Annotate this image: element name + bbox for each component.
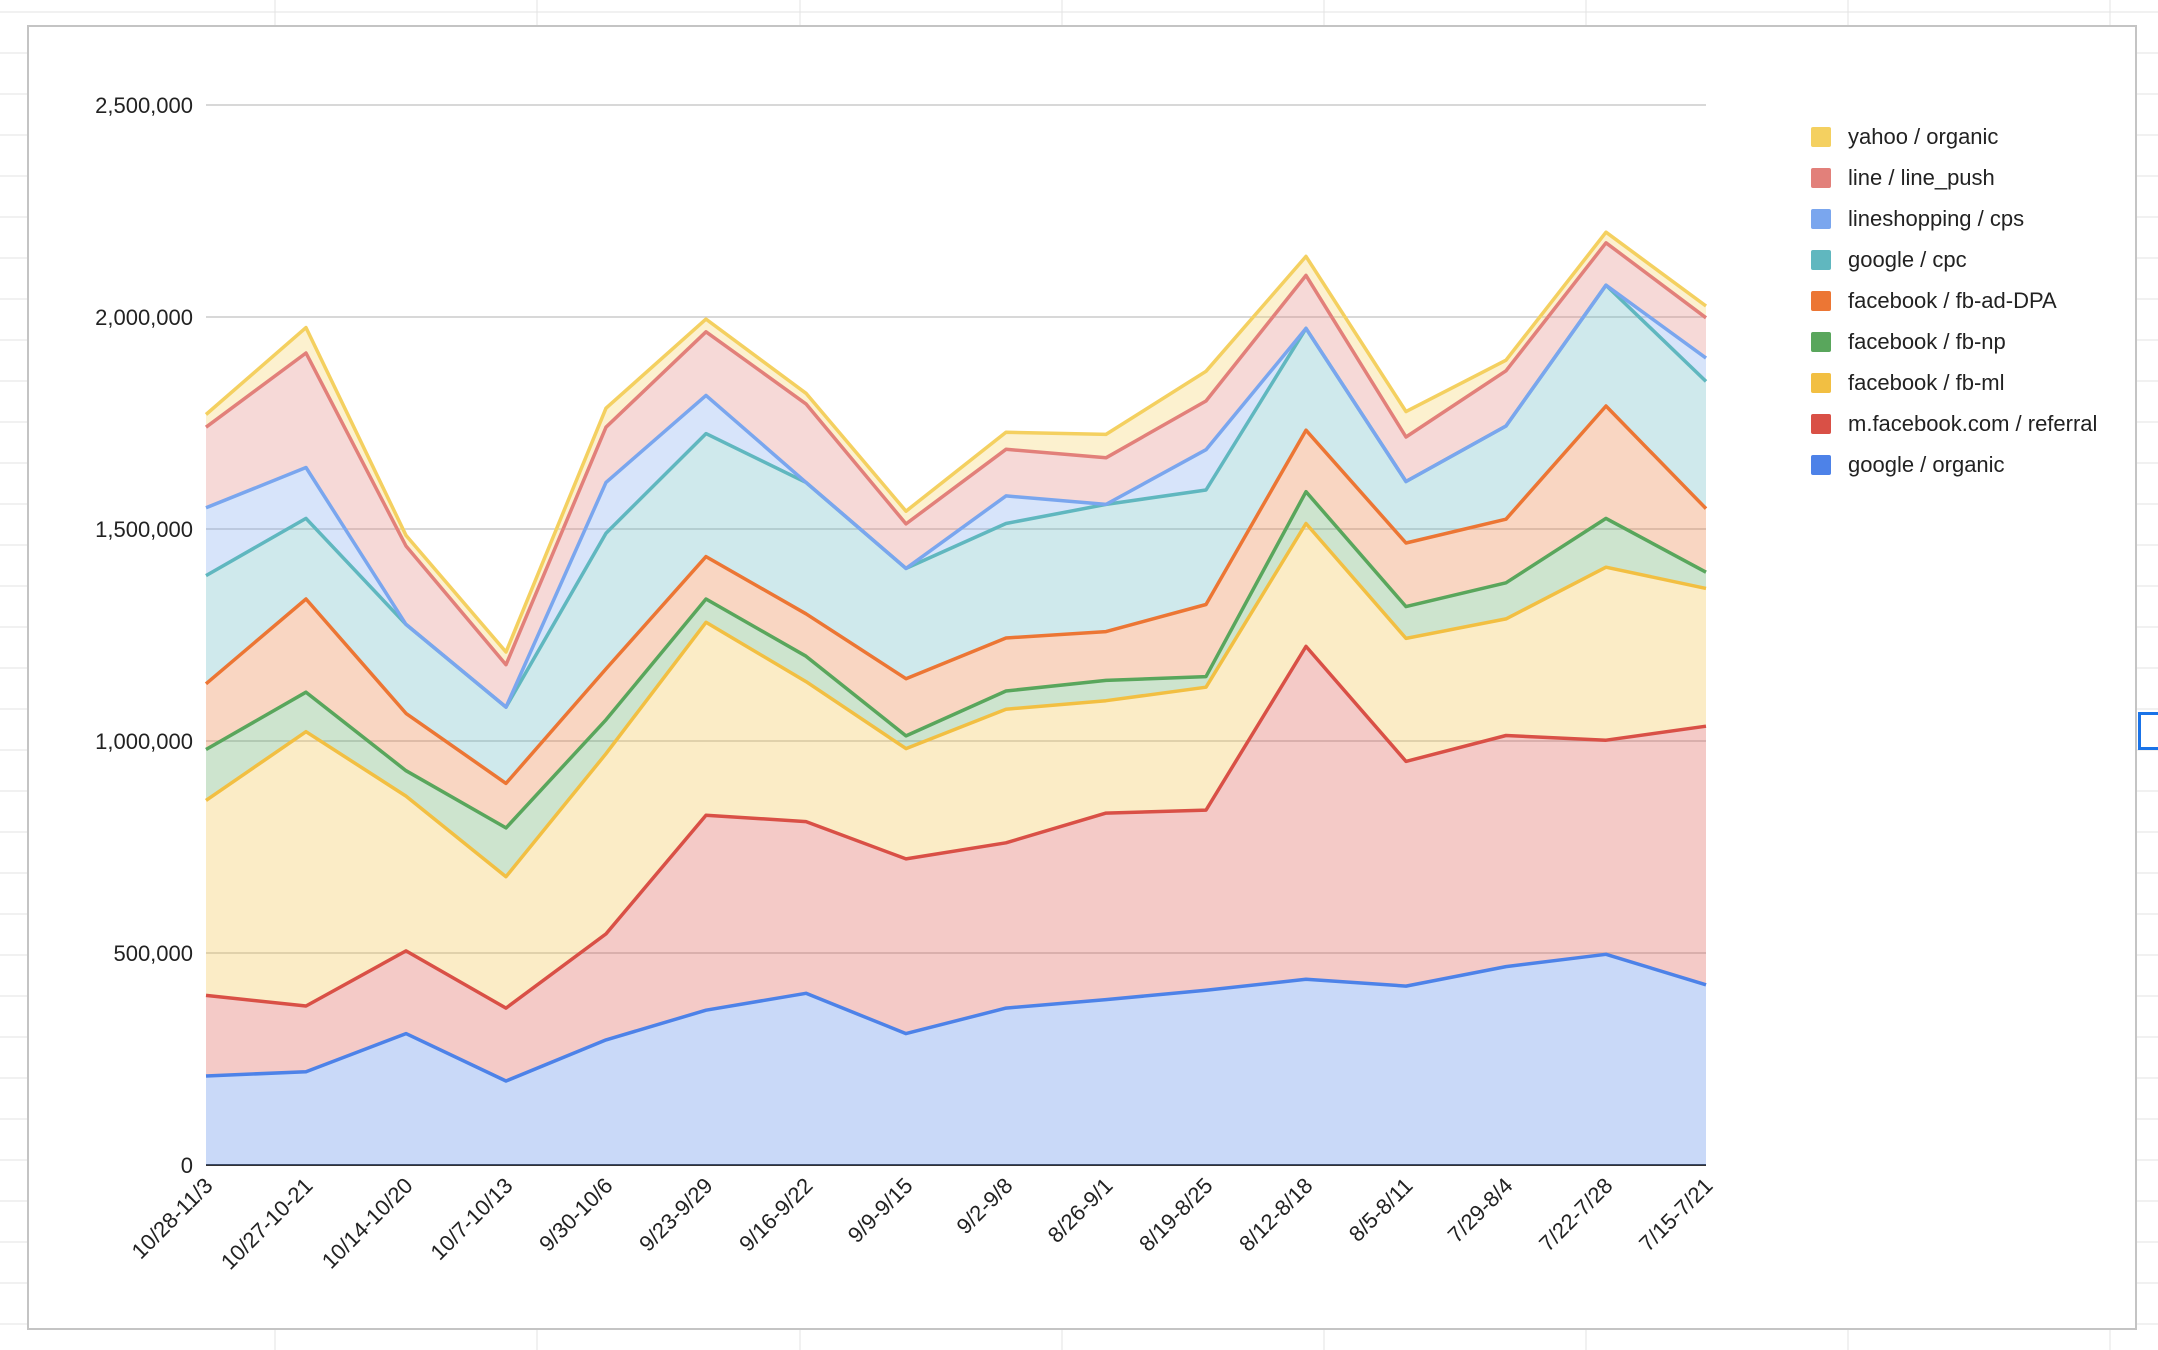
- line-google-organic: [205, 952, 1707, 1083]
- area-facebook-fb-ml: [206, 523, 1706, 1009]
- x-tick-label: 9/23-9/29: [634, 1173, 717, 1256]
- x-tick-label: 7/15-7/21: [1634, 1173, 1717, 1256]
- area-line-line-push: [206, 242, 1706, 708]
- legend-item[interactable]: line / line_push: [1811, 157, 2097, 198]
- legend-swatch: [1811, 126, 1831, 147]
- x-tick-label: 10/7-10/13: [425, 1173, 517, 1265]
- legend-item[interactable]: facebook / fb-np: [1811, 321, 2097, 362]
- legend-label: lineshopping / cps: [1848, 205, 2025, 231]
- x-tick-label: 9/16-9/22: [734, 1173, 817, 1256]
- area-facebook-fb-np: [206, 491, 1706, 877]
- line-yahoo-organic: [204, 230, 1708, 654]
- legend: yahoo / organic line / line_push lineshopp…: [1811, 116, 2097, 485]
- legend-item[interactable]: yahoo / organic: [1811, 116, 2097, 157]
- legend-label: line / line_push: [1848, 164, 1995, 190]
- legend-swatch: [1811, 331, 1831, 352]
- selected-cell-marker: [2138, 712, 2158, 750]
- area-series: [206, 232, 1706, 1165]
- x-tick-label: 7/22-7/28: [1534, 1173, 1617, 1256]
- x-tick-label: 8/5-8/11: [1344, 1173, 1418, 1247]
- series-lines: [204, 230, 1708, 1083]
- legend-item[interactable]: facebook / fb-ad-DPA: [1811, 280, 2097, 321]
- line-facebook-fb-np: [205, 489, 1707, 830]
- legend-label: google / cpc: [1848, 246, 1967, 272]
- y-tick-label: 1,500,000: [95, 517, 193, 542]
- line-facebook-fb-ml: [205, 521, 1707, 879]
- legend-label: facebook / fb-ml: [1848, 369, 2005, 395]
- legend-swatch: [1811, 290, 1831, 311]
- x-tick-label: 10/27-10-21: [216, 1173, 318, 1275]
- legend-item[interactable]: facebook / fb-ml: [1811, 362, 2097, 403]
- x-tick-label: 8/19-8/25: [1134, 1173, 1217, 1256]
- gridlines: [206, 104, 1706, 1166]
- x-tick-label: 10/28-11/3: [127, 1173, 218, 1264]
- legend-item[interactable]: lineshopping / cps: [1811, 198, 2097, 239]
- line-m-facebook-com-referral: [205, 644, 1707, 1010]
- chart-container[interactable]: 0 500,000 1,000,000 1,500,000 2,000,000 2,500…: [27, 25, 2137, 1330]
- y-tick-label: 0: [181, 1153, 193, 1178]
- y-tick-label: 500,000: [113, 941, 193, 966]
- legend-swatch: [1811, 454, 1831, 475]
- legend-label: facebook / fb-ad-DPA: [1848, 287, 2057, 313]
- line-line-line-push: [204, 241, 1708, 667]
- x-tick-label: 9/30-10/6: [534, 1173, 617, 1256]
- legend-item[interactable]: google / organic: [1811, 444, 2097, 485]
- x-tick-label: 8/26-9/1: [1043, 1173, 1118, 1248]
- legend-label: m.facebook.com / referral: [1848, 410, 2098, 436]
- legend-label: yahoo / organic: [1848, 123, 1999, 149]
- legend-label: facebook / fb-np: [1848, 328, 2006, 354]
- y-tick-label: 1,000,000: [95, 729, 193, 754]
- x-tick-label: 7/29-8/4: [1443, 1173, 1518, 1248]
- y-tick-label: 2,000,000: [95, 305, 193, 330]
- x-tick-label: 8/12-8/18: [1234, 1173, 1317, 1256]
- x-tick-label: 9/9-9/15: [843, 1173, 918, 1248]
- x-tick-label: 10/14-10/20: [317, 1173, 418, 1274]
- line-facebook-fb-ad-dpa: [204, 404, 1708, 786]
- x-tick-label: 9/2-9/8: [951, 1173, 1017, 1239]
- area-m-facebook-com-referral: [206, 646, 1706, 1081]
- legend-item[interactable]: m.facebook.com / referral: [1811, 403, 2097, 444]
- line-lineshopping-cps: [205, 283, 1708, 709]
- area-google-cpc: [206, 285, 1706, 784]
- area-google-organic: [206, 954, 1706, 1165]
- legend-swatch: [1811, 249, 1831, 270]
- stacked-area-chart: 0 500,000 1,000,000 1,500,000 2,000,000 2,500…: [95, 93, 1717, 1275]
- legend-item[interactable]: google / cpc: [1811, 239, 2097, 280]
- legend-swatch: [1811, 413, 1831, 434]
- y-tick-label: 2,500,000: [95, 93, 193, 118]
- legend-label: google / organic: [1848, 451, 2005, 477]
- legend-swatch: [1811, 208, 1831, 229]
- legend-swatch: [1811, 167, 1831, 188]
- area-facebook-fb-ad-dpa: [206, 406, 1706, 828]
- legend-swatch: [1811, 372, 1831, 393]
